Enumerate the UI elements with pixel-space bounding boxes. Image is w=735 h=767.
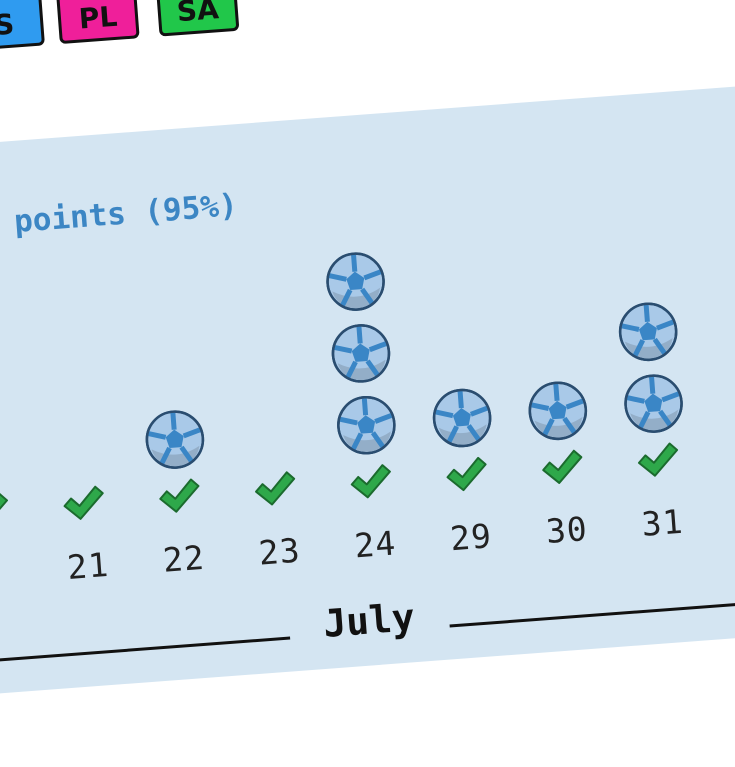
checkmark-icon xyxy=(249,463,300,514)
soccer-ball-icon[interactable] xyxy=(616,300,680,364)
soccer-ball-icon[interactable] xyxy=(323,249,387,313)
soccer-ball-icon[interactable] xyxy=(329,321,393,385)
day-label: 31 xyxy=(640,501,685,544)
checkmark-icon xyxy=(153,470,204,521)
tag-pl-label: PL xyxy=(77,0,119,36)
day-label: 30 xyxy=(544,508,590,551)
day-columns: 7 21 22 23 24 29 30 31 xyxy=(0,0,706,593)
day-label: 7 xyxy=(0,552,5,594)
soccer-ball-icon[interactable] xyxy=(430,386,494,450)
tag-as[interactable]: AS xyxy=(0,0,45,53)
day-label: 23 xyxy=(257,530,302,573)
tag-sa-label: SA xyxy=(175,0,220,29)
day-label: 22 xyxy=(161,537,207,580)
checkmark-icon xyxy=(345,455,396,506)
tag-pl[interactable]: PL xyxy=(56,0,140,45)
checkmark-icon xyxy=(536,441,587,492)
checkmark-icon xyxy=(441,448,492,499)
soccer-ball-icon[interactable] xyxy=(143,407,207,471)
soccer-ball-icon[interactable] xyxy=(621,371,685,435)
checkmark-icon xyxy=(58,477,109,528)
tag-sa[interactable]: SA xyxy=(155,0,240,37)
soccer-ball-icon[interactable] xyxy=(334,393,398,457)
day-label: 21 xyxy=(65,544,111,587)
day-label: 24 xyxy=(353,523,398,566)
soccer-ball-icon[interactable] xyxy=(526,379,590,443)
checkmark-icon xyxy=(632,434,683,485)
tag-as-label: AS xyxy=(0,7,16,44)
day-label: 29 xyxy=(448,516,494,559)
